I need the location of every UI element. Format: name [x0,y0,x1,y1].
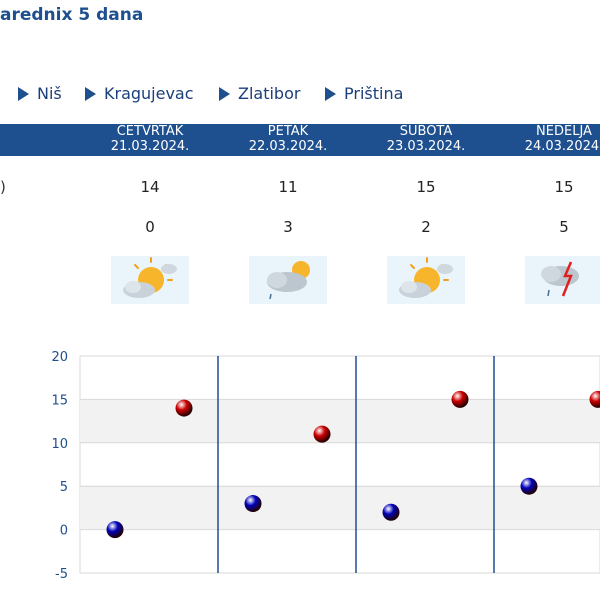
max-temp-value: 11 [268,178,308,196]
cloud-sun-rain-icon [249,256,327,304]
day-column-header: SUBOTA 23.03.2024. [371,124,481,154]
city-link-nis[interactable]: Niš [18,84,62,103]
city-link-label: Niš [37,84,62,103]
day-name: SUBOTA [400,124,453,139]
city-link-label: Priština [344,84,403,103]
min-temp-point [383,504,400,521]
min-temp-point [521,478,538,495]
min-temp-point [107,521,124,538]
plot-area [80,356,600,573]
day-column-header: ČETVRTAK 21.03.2024. [95,124,205,154]
max-temp-value: 14 [130,178,170,196]
forecast-day-header: ČETVRTAK 21.03.2024. PETAK 22.03.2024. S… [0,124,600,156]
max-temp-point [314,426,331,443]
min-temp-value: 0 [130,218,170,236]
city-link-zlatibor[interactable]: Zlatibor [219,84,300,103]
y-tick-label: 0 [60,524,68,539]
min-temp-value: 5 [544,218,584,236]
chevron-right-icon [219,87,230,101]
row-label: ) [0,178,6,196]
city-link-pristina[interactable]: Priština [325,84,403,103]
max-temp-point [452,391,469,408]
day-date: 21.03.2024. [95,139,205,154]
y-tick-label: 5 [60,480,68,495]
day-column-header: NEDELJA 24.03.2024. [509,124,600,154]
grid-band [80,399,600,442]
city-link-label: Zlatibor [238,84,300,103]
y-tick-label: 20 [51,350,68,365]
day-date: 23.03.2024. [371,139,481,154]
page-title: aredniх 5 dana [0,5,143,25]
chevron-right-icon [18,87,29,101]
max-temp-value: 15 [406,178,446,196]
day-date: 24.03.2024. [509,139,600,154]
min-temp-point [245,495,262,512]
y-tick-label: -5 [55,567,68,582]
city-link-kragujevac[interactable]: Kragujevac [85,84,194,103]
chevron-right-icon [85,87,96,101]
min-temp-value: 3 [268,218,308,236]
temperature-chart: 20 15 10 5 0 -5 [0,340,600,590]
max-temp-point [176,400,193,417]
y-tick-label: 15 [51,393,68,408]
sun-cloud-icon [387,256,465,304]
day-date: 22.03.2024. [233,139,343,154]
day-column-header: PETAK 22.03.2024. [233,124,343,154]
day-name: NEDELJA [536,124,592,139]
grid-band [80,486,600,529]
y-tick-label: 10 [51,437,68,452]
thunderstorm-icon [525,256,600,304]
day-name: ČETVRTAK [117,124,184,139]
max-temp-value: 15 [544,178,584,196]
chevron-right-icon [325,87,336,101]
sun-cloud-icon [111,256,189,304]
min-temp-value: 2 [406,218,446,236]
day-name: PETAK [268,124,308,139]
city-link-label: Kragujevac [104,84,194,103]
